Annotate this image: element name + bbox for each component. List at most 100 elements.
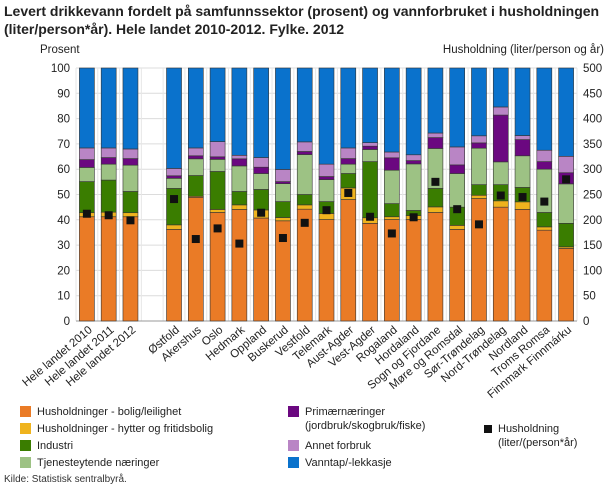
bar-segment: [209, 156, 226, 160]
bar-segment: [318, 219, 335, 322]
bar-segment: [231, 204, 248, 210]
bar-segment: [253, 189, 269, 211]
bar-segment: [122, 216, 139, 322]
bar-segment: [362, 149, 378, 162]
right-tick-label: 350: [583, 139, 602, 151]
bar-segment: [253, 173, 269, 190]
bar-segment: [188, 158, 204, 176]
left-tick-label: 20: [57, 265, 70, 277]
bar-segment: [275, 201, 291, 218]
household-marker: [453, 205, 462, 214]
bar-segment: [405, 67, 422, 156]
bar-segment: [275, 183, 291, 202]
bar-segment: [296, 194, 313, 206]
bar-segment: [318, 163, 335, 177]
bar-segment: [275, 181, 291, 184]
bar-segment: [166, 229, 182, 322]
bar-segment: [296, 204, 313, 210]
bar-segment: [405, 154, 422, 161]
household-marker: [387, 229, 396, 238]
household-marker: [540, 197, 549, 206]
right-tick-label: 150: [583, 240, 602, 252]
legend-item: Husholdninger - hytter og fritidsbolig: [20, 422, 213, 436]
bar-segment: [253, 67, 269, 158]
bar-segment: [384, 67, 400, 153]
legend-item: Vanntap/-lekkasje: [288, 456, 392, 470]
legend-item: Primærnæringer (jordbruk/skogbruk/fiske): [288, 405, 425, 433]
bar-segment: [536, 161, 553, 170]
bar-segment: [253, 157, 269, 168]
bar-segment: [514, 67, 531, 136]
bar-segment: [231, 165, 248, 192]
right-tick-label: 0: [583, 316, 589, 328]
legend-label: Vanntap/-lekkasje: [305, 457, 392, 469]
bar-segment: [384, 203, 400, 218]
bar-segment: [100, 216, 117, 322]
bar-segment: [449, 146, 465, 166]
left-axis-title: Prosent: [40, 44, 80, 56]
legend-swatch: [20, 457, 31, 468]
bar-segment: [514, 209, 531, 322]
bar-segment: [318, 179, 335, 202]
legend-swatch: [20, 423, 31, 434]
bar-segment: [122, 212, 139, 218]
bar-segment: [188, 67, 204, 149]
bar-segment: [100, 67, 117, 149]
legend-label: Tjenesteytende næringer: [37, 457, 160, 469]
bar-segment: [122, 191, 139, 214]
household-marker: [257, 208, 266, 217]
bar-segment: [471, 135, 487, 144]
bar-segment: [79, 181, 95, 214]
left-tick-label: 100: [51, 63, 70, 75]
bar-segment: [209, 209, 226, 213]
household-marker: [322, 206, 331, 215]
bar-segment: [362, 161, 378, 219]
household-marker: [104, 211, 113, 220]
bar-segment: [405, 219, 422, 322]
bar-segment: [188, 147, 204, 157]
bar-segment: [209, 141, 226, 158]
bar-segment: [471, 198, 487, 322]
legend-label: Husholdninger - hytter og fritidsbolig: [37, 423, 214, 435]
bar-segment: [340, 67, 357, 149]
bar-segment: [558, 223, 574, 248]
right-tick-label: 500: [583, 63, 602, 75]
bar-segment: [100, 157, 117, 165]
household-marker: [213, 224, 222, 233]
right-tick-label: 100: [583, 265, 602, 277]
bar-segment: [492, 161, 509, 185]
bar-segment: [79, 167, 95, 182]
bar-segment: [122, 67, 139, 150]
bar-segment: [318, 176, 335, 180]
bar-segment: [449, 67, 465, 148]
bar-segment: [427, 188, 444, 208]
left-tick-label: 30: [57, 240, 70, 252]
bar-segment: [536, 229, 553, 322]
bar-segment: [340, 163, 357, 174]
plot-area: 0 0 10 50 20 100 30 150 40 200 50 250 60 300 70 350 80 40…: [20, 63, 602, 400]
legend-item: Annet forbruk: [288, 439, 371, 453]
legend-label: Husholdninger - bolig/leilighet: [37, 406, 182, 418]
bar-segment: [209, 67, 226, 142]
bar-segment: [296, 154, 313, 195]
household-marker: [409, 213, 418, 222]
bar-segment: [471, 147, 487, 185]
household-marker: [278, 234, 287, 243]
household-marker: [366, 212, 375, 221]
bar-segment: [275, 217, 291, 222]
left-tick-label: 90: [57, 88, 70, 100]
household-marker: [126, 216, 135, 225]
bar-segment: [427, 137, 444, 149]
bar-segment: [384, 157, 400, 171]
right-tick-label: 450: [583, 88, 602, 100]
right-tick-label: 400: [583, 114, 602, 126]
household-marker: [518, 193, 527, 202]
bar-segment: [253, 166, 269, 174]
bar-segment: [188, 155, 204, 160]
bar-segment: [340, 147, 357, 159]
legend-item: Industri: [20, 439, 73, 453]
bar-segment: [188, 196, 204, 322]
bar-segment: [449, 173, 465, 208]
legend-swatch: [288, 440, 299, 451]
